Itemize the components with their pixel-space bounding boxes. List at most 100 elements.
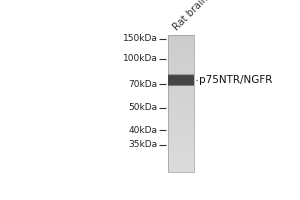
Bar [168, 79, 194, 80]
Bar [168, 83, 194, 84]
Text: 35kDa: 35kDa [129, 140, 158, 149]
Bar [168, 142, 194, 143]
Bar [168, 118, 194, 119]
Bar [168, 149, 194, 150]
Bar [168, 157, 194, 158]
Text: 40kDa: 40kDa [129, 126, 158, 135]
Bar [168, 88, 194, 89]
Bar [168, 77, 194, 83]
Bar [168, 84, 194, 85]
Bar [168, 169, 194, 170]
Bar [168, 120, 194, 121]
Bar [168, 53, 194, 54]
Bar [168, 109, 194, 110]
Bar [168, 115, 194, 116]
Bar [168, 121, 194, 122]
Bar [168, 76, 194, 77]
Bar [168, 105, 194, 106]
Bar [168, 164, 194, 165]
Bar [168, 123, 194, 124]
Bar [168, 139, 194, 140]
Bar [168, 144, 194, 145]
Bar [168, 38, 194, 39]
Bar [168, 73, 194, 74]
Bar [168, 50, 194, 51]
Bar [168, 68, 194, 69]
Bar [168, 74, 194, 75]
Bar [168, 127, 194, 128]
Bar [168, 40, 194, 41]
Bar [168, 58, 194, 59]
Bar [168, 116, 194, 117]
Bar [168, 107, 194, 108]
Bar [168, 37, 194, 38]
Bar [168, 71, 194, 72]
Bar [168, 77, 194, 78]
Bar [168, 55, 194, 56]
Bar [168, 47, 194, 48]
Bar [168, 76, 194, 84]
Bar [168, 75, 194, 86]
Bar [168, 108, 194, 109]
Bar [168, 49, 194, 50]
Bar [168, 51, 194, 52]
Bar [168, 119, 194, 120]
Bar [168, 75, 194, 85]
Bar [168, 44, 194, 45]
Bar [168, 159, 194, 160]
Bar [168, 63, 194, 64]
Bar [168, 103, 194, 104]
Bar [168, 152, 194, 153]
Bar [168, 90, 194, 91]
Bar [168, 113, 194, 114]
Bar [168, 80, 194, 81]
Bar [168, 111, 194, 112]
Bar [168, 78, 194, 79]
Bar [168, 95, 194, 96]
Bar [168, 92, 194, 93]
Bar [168, 75, 194, 76]
Bar [168, 125, 194, 126]
Bar [168, 114, 194, 115]
Bar [168, 56, 194, 57]
Bar [168, 62, 194, 63]
Bar [168, 154, 194, 155]
Bar [168, 128, 194, 129]
Bar [168, 100, 194, 101]
Bar [168, 137, 194, 138]
Bar [168, 57, 194, 58]
Bar [168, 133, 194, 134]
Bar [168, 35, 194, 36]
Bar [168, 166, 194, 167]
Bar [168, 82, 194, 83]
Bar [168, 122, 194, 123]
Bar [168, 126, 194, 127]
Bar [168, 110, 194, 111]
Bar [168, 70, 194, 71]
Bar [168, 45, 194, 46]
Bar [168, 104, 194, 105]
Bar [168, 86, 194, 87]
Bar [168, 130, 194, 131]
Bar [168, 158, 194, 159]
Bar [168, 140, 194, 141]
Bar [168, 141, 194, 142]
Bar [168, 138, 194, 139]
Bar [168, 124, 194, 125]
Bar [168, 98, 194, 99]
Bar [168, 145, 194, 146]
Bar [168, 106, 194, 107]
Text: Rat brain: Rat brain [172, 0, 211, 32]
Bar [168, 143, 194, 144]
Bar [168, 39, 194, 40]
Bar [168, 112, 194, 113]
Text: 50kDa: 50kDa [129, 103, 158, 112]
Bar [168, 153, 194, 154]
Bar [168, 87, 194, 88]
Bar [168, 77, 194, 84]
Bar [168, 170, 194, 171]
Bar [168, 85, 194, 86]
Bar [168, 81, 194, 82]
Bar [168, 165, 194, 166]
Bar [168, 69, 194, 70]
